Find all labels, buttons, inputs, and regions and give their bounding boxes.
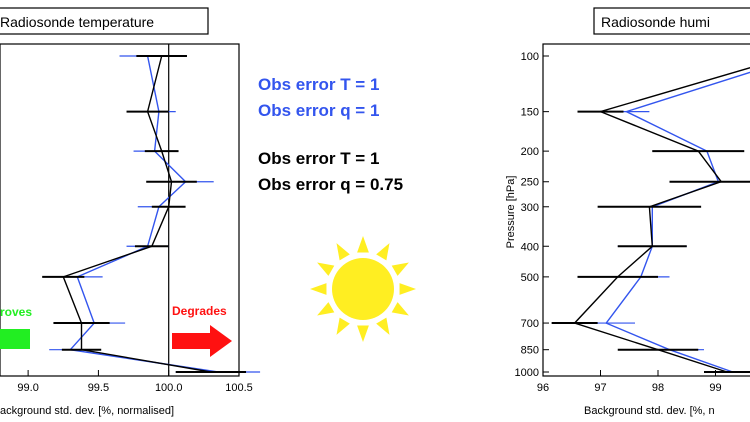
humidity-plot-area — [551, 67, 750, 373]
humidity-x-tick-label: 98 — [652, 382, 664, 394]
temperature-x-tick-label: 100.5 — [225, 382, 253, 394]
sun-ray — [357, 236, 369, 253]
temperature-x-ticks: 99.0 99.5 100.0 100.5 — [17, 370, 253, 394]
temperature-x-tick-label: 100.0 — [155, 382, 183, 394]
humidity-y-tick-label: 850 — [521, 345, 539, 357]
sun-ray — [310, 283, 327, 295]
improves-arrow: roves — [0, 305, 32, 349]
improves-arrow-shape — [0, 329, 30, 349]
sun-ray — [391, 302, 409, 316]
legend-black-line2: Obs error q = 0.75 — [258, 175, 403, 194]
humidity-title-box — [593, 7, 750, 35]
humidity-series-line-black — [573, 67, 750, 373]
sun-ray — [376, 317, 390, 335]
sun-ray — [376, 243, 390, 261]
temperature-plot-frame — [0, 43, 240, 377]
improves-label: roves — [0, 305, 32, 319]
sun-ray — [357, 325, 369, 342]
temperature-title: Radiosonde temperature — [0, 14, 154, 30]
sun-ray — [317, 302, 335, 316]
humidity-y-tick-label: 300 — [521, 202, 539, 214]
sun-ray — [336, 317, 350, 335]
humidity-y-tick-label: 250 — [521, 177, 539, 189]
humidity-y-axis-label: Pressure [hPa] — [505, 176, 517, 249]
humidity-series-line-blue — [605, 71, 750, 373]
humidity-y-ticks: 100 150 200 250 300 400 500 700 850 1000 — [515, 51, 549, 379]
temperature-plot-area — [42, 44, 261, 376]
temperature-series-line-blue — [68, 55, 219, 373]
sun-ray — [391, 262, 409, 276]
sun-ray — [399, 283, 416, 295]
temperature-series-line-black — [62, 55, 212, 373]
humidity-x-tick-label: 97 — [594, 382, 606, 394]
sun-ray — [336, 243, 350, 261]
humidity-y-tick-label: 200 — [521, 146, 539, 158]
temperature-x-tick-label: 99.0 — [17, 382, 38, 394]
temperature-x-axis-label: ackground std. dev. [%, normalised] — [0, 405, 174, 417]
humidity-x-tick-label: 99 — [709, 382, 721, 394]
humidity-y-tick-label: 500 — [521, 272, 539, 284]
temperature-x-tick-label: 99.5 — [88, 382, 109, 394]
legend: Obs error T = 1 Obs error q = 1 Obs erro… — [258, 75, 403, 194]
legend-black-line1: Obs error T = 1 — [258, 149, 379, 168]
humidity-title: Radiosonde humi — [601, 14, 710, 30]
humidity-y-tick-label: 400 — [521, 241, 539, 253]
humidity-plot-frame — [542, 43, 750, 377]
sun-icon — [310, 236, 416, 342]
temperature-panel: 99.0 99.5 100.0 100.5 Radiosonde temperatur… — [0, 7, 261, 417]
humidity-y-tick-label: 100 — [521, 51, 539, 63]
humidity-panel: 96 97 98 99 100 150 200 250 300 400 500 700 850 1000… — [505, 7, 750, 417]
humidity-x-tick-label: 96 — [537, 382, 549, 394]
degrades-label: Degrades — [172, 304, 227, 318]
humidity-x-ticks: 96 97 98 99 — [537, 370, 722, 394]
legend-blue-line1: Obs error T = 1 — [258, 75, 379, 94]
temperature-title-box — [0, 7, 209, 35]
legend-blue-line2: Obs error q = 1 — [258, 101, 379, 120]
sun-ray — [317, 262, 335, 276]
humidity-y-tick-label: 1000 — [515, 367, 539, 379]
humidity-y-tick-label: 700 — [521, 318, 539, 330]
degrades-arrow-shape — [172, 325, 232, 357]
humidity-x-axis-label: Background std. dev. [%, n — [584, 405, 715, 417]
degrades-arrow: Degrades — [172, 304, 232, 357]
humidity-y-tick-label: 150 — [521, 107, 539, 119]
